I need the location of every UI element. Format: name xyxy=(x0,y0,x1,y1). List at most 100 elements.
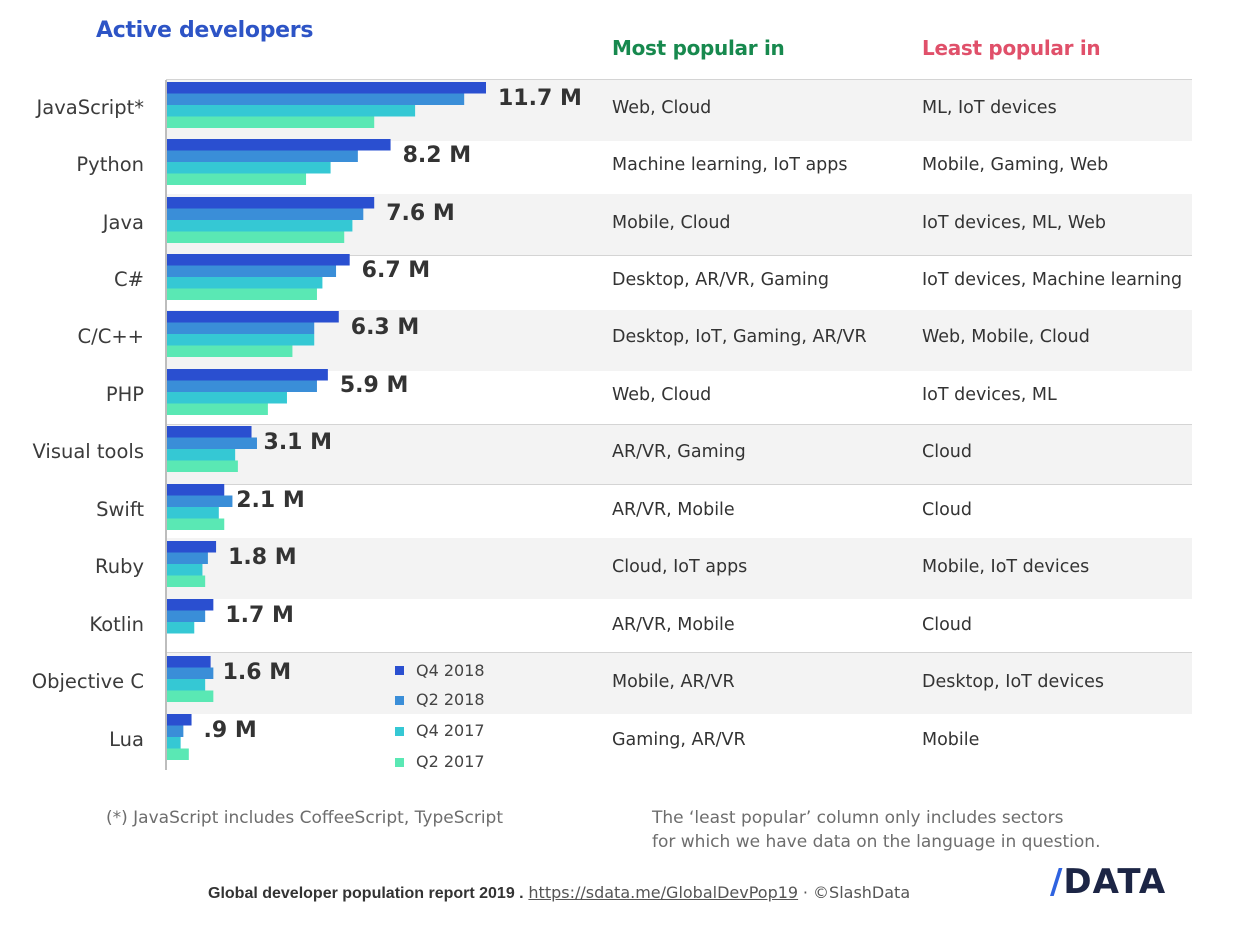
category-label: Objective C xyxy=(31,670,144,693)
copyright: · ©SlashData xyxy=(802,883,911,902)
bar-q2-2018 xyxy=(167,495,233,507)
bar-q2-2018 xyxy=(167,667,214,679)
bar-q2-2018 xyxy=(167,437,257,449)
bar-q4-2018 xyxy=(167,369,328,381)
most-popular-cell: AR/VR, Mobile xyxy=(612,615,735,635)
header-least-popular: Least popular in xyxy=(922,36,1101,60)
header-active-developers: Active developers xyxy=(96,18,314,43)
bar-q4-2017 xyxy=(167,679,206,691)
legend-swatch-q4-2017 xyxy=(395,727,404,736)
bar-q2-2017 xyxy=(167,288,317,300)
least-popular-cell: Desktop, IoT devices xyxy=(922,672,1105,692)
bar-q4-2017 xyxy=(167,105,416,117)
report-title: Global developer population report 2019 … xyxy=(208,885,524,902)
bar-q4-2017 xyxy=(167,392,287,404)
row-divider xyxy=(166,424,1192,425)
bar-q4-2018 xyxy=(167,139,391,151)
bar-q4-2017 xyxy=(167,277,323,289)
logo-slash: / xyxy=(1050,862,1064,902)
bar-q4-2018 xyxy=(167,82,486,94)
row-divider xyxy=(166,79,1192,80)
row-divider xyxy=(166,484,1192,485)
row-divider xyxy=(166,255,1192,256)
most-popular-cell: Desktop, IoT, Gaming, AR/VR xyxy=(612,327,867,347)
value-label: 1.8 M xyxy=(228,545,297,570)
least-popular-cell: Mobile xyxy=(922,730,980,750)
category-label: PHP xyxy=(105,383,144,406)
bar-q2-2017 xyxy=(167,231,345,243)
most-popular-cell: Cloud, IoT apps xyxy=(612,557,748,577)
least-popular-cell: Mobile, IoT devices xyxy=(922,557,1090,577)
bar-q4-2018 xyxy=(167,656,211,668)
bar-q4-2018 xyxy=(167,541,217,553)
bar-q2-2018 xyxy=(167,150,358,162)
category-label: C/C++ xyxy=(77,325,144,348)
category-label: Python xyxy=(76,153,144,176)
bar-q2-2018 xyxy=(167,610,206,622)
value-label: 1.6 M xyxy=(223,660,292,685)
least-popular-cell: IoT devices, ML, Web xyxy=(922,213,1106,233)
legend-swatch-q2-2018 xyxy=(395,696,404,705)
footer: Global developer population report 2019 … xyxy=(208,883,910,903)
bar-q2-2017 xyxy=(167,116,375,128)
legend-label-q4-2017: Q4 2017 xyxy=(416,721,485,740)
category-label: Visual tools xyxy=(32,440,145,463)
bar-q2-2017 xyxy=(167,173,307,185)
bar-q4-2018 xyxy=(167,311,339,323)
value-label: 3.1 M xyxy=(264,430,333,455)
bar-q4-2018 xyxy=(167,426,252,438)
category-label: Swift xyxy=(96,498,144,521)
value-label: 11.7 M xyxy=(498,86,582,111)
bar-q4-2018 xyxy=(167,197,375,209)
least-popular-cell: Cloud xyxy=(922,442,972,462)
value-label: 5.9 M xyxy=(340,373,409,398)
bar-q2-2017 xyxy=(167,460,238,472)
value-label: 6.3 M xyxy=(351,315,420,340)
bar-q2-2018 xyxy=(167,93,465,105)
bar-q4-2017 xyxy=(167,334,315,346)
bar-q4-2017 xyxy=(167,220,353,232)
value-label: 2.1 M xyxy=(236,488,305,513)
bar-q2-2017 xyxy=(167,575,206,587)
bar-q2-2018 xyxy=(167,322,315,334)
legend-label-q2-2018: Q2 2018 xyxy=(416,690,485,709)
legend-swatch-q2-2017 xyxy=(395,758,404,767)
bar-q2-2018 xyxy=(167,265,337,277)
most-popular-cell: Mobile, Cloud xyxy=(612,213,731,233)
header-most-popular: Most popular in xyxy=(612,36,785,60)
most-popular-cell: Mobile, AR/VR xyxy=(612,672,735,692)
category-label: JavaScript* xyxy=(36,96,145,119)
most-popular-cell: Web, Cloud xyxy=(612,385,712,405)
row-band xyxy=(166,653,1192,714)
javascript-footnote: (*) JavaScript includes CoffeeScript, Ty… xyxy=(106,808,504,828)
least-popular-cell: ML, IoT devices xyxy=(922,98,1057,118)
value-label: 6.7 M xyxy=(362,258,431,283)
least-popular-cell: Mobile, Gaming, Web xyxy=(922,155,1109,175)
bar-q4-2017 xyxy=(167,564,203,576)
least-popular-cell: Web, Mobile, Cloud xyxy=(922,327,1090,347)
legend-swatch-q4-2018 xyxy=(395,666,404,675)
value-label: 7.6 M xyxy=(386,201,455,226)
most-popular-cell: Web, Cloud xyxy=(612,98,712,118)
least-popular-cell: IoT devices, ML xyxy=(922,385,1057,405)
legend-label-q2-2017: Q2 2017 xyxy=(416,752,485,771)
row-band xyxy=(166,538,1192,599)
category-label: Ruby xyxy=(95,555,144,578)
bar-q2-2018 xyxy=(167,208,364,220)
bar-q4-2017 xyxy=(167,507,219,519)
bar-q2-2017 xyxy=(167,403,268,415)
bar-q4-2018 xyxy=(167,254,350,266)
value-label: 8.2 M xyxy=(403,143,472,168)
row-divider xyxy=(166,652,1192,653)
most-popular-cell: Machine learning, IoT apps xyxy=(612,155,848,175)
bar-q4-2018 xyxy=(167,714,192,726)
least-popular-note-line1: The ‘least popular’ column only includes… xyxy=(652,808,1064,828)
most-popular-cell: Desktop, AR/VR, Gaming xyxy=(612,270,829,290)
category-label: Kotlin xyxy=(89,613,144,636)
value-label: .9 M xyxy=(204,718,257,743)
row-band xyxy=(166,424,1192,485)
report-link[interactable]: https://sdata.me/GlobalDevPop19 xyxy=(528,883,799,902)
category-label: Lua xyxy=(109,728,144,751)
bar-q4-2018 xyxy=(167,484,225,496)
bar-q2-2018 xyxy=(167,552,208,564)
